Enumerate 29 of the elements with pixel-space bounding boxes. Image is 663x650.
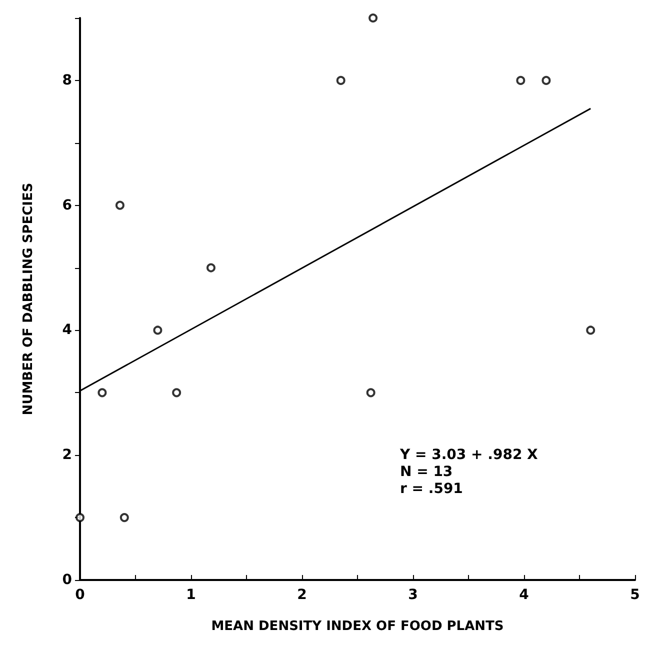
y-tick-label: 2 (62, 447, 72, 464)
point (120, 513, 129, 522)
x-tick-label: 2 (297, 587, 307, 603)
x-tick-label: 1 (186, 587, 196, 603)
annotation: N = 13 (400, 464, 453, 480)
annotation: r = .591 (400, 481, 463, 497)
point (76, 513, 84, 522)
point (153, 326, 162, 335)
x-axis-title: MEAN DENSITY INDEX OF FOOD PLANTS (211, 619, 504, 634)
point (206, 263, 216, 272)
point (516, 76, 526, 85)
y-tick-label: 8 (62, 72, 72, 88)
point (98, 388, 107, 398)
y-axis-title: NUMBER OF DABBLING SPECIES (21, 182, 36, 416)
point (172, 388, 182, 398)
x-tick-label: 0 (75, 587, 86, 603)
x-tick-label: 3 (408, 587, 418, 603)
y-tick-label: 4 (62, 322, 72, 338)
point (115, 200, 124, 210)
point (542, 76, 551, 85)
x-tick-label: 4 (519, 587, 530, 603)
point (368, 14, 378, 22)
point (586, 326, 596, 335)
point (366, 388, 376, 398)
y-tick-label: 6 (62, 197, 72, 214)
y-tick-label: 0 (62, 572, 72, 588)
annotation: Y = 3.03 + .982 X (399, 447, 538, 463)
x-tick-label: 5 (630, 587, 640, 603)
point (336, 76, 346, 85)
